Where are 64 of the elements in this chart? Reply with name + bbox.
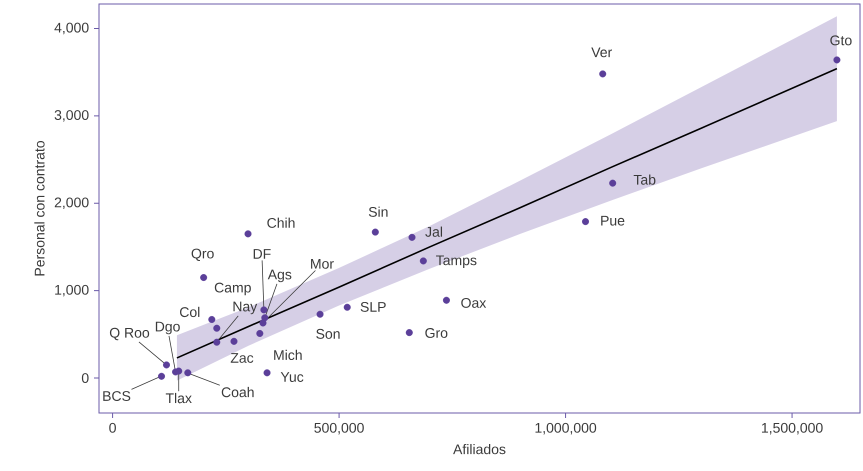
annotation: Coah [222,386,254,398]
point [230,338,238,345]
annotation: Gro [425,328,448,338]
annotation: Jal [425,226,442,237]
point [175,368,182,375]
point [582,218,590,226]
y-axis-title: Personal con contrato [34,141,45,276]
annotation: Tamps [436,255,476,268]
point [200,274,208,282]
annotation: Yuc [280,372,304,382]
annotation: Pue [601,216,624,226]
annotation: BCS [103,391,130,401]
x-tick-label: 1,500,000 [762,422,823,434]
annotation: Dgo [156,322,180,334]
point [599,70,606,78]
annotation: Nay [233,302,258,314]
point [833,56,840,64]
point [213,338,220,346]
annotation: Gto [830,35,852,46]
annotation: Mor [311,259,334,269]
point [609,180,616,187]
point [244,230,252,238]
annotation: Zac [230,353,254,363]
annotation: Ver [591,47,612,58]
x-axis-title: Afiliados [453,444,506,454]
point [184,369,192,376]
annotation: Q Roo [110,328,150,340]
point [213,324,220,332]
y-tick-label: 0 [82,373,89,384]
x-tick-label: 0 [109,422,116,433]
annotation: Sin [368,206,388,217]
point [162,361,170,368]
x-tick-label: 1,000,000 [535,422,596,434]
y-tick-label: 4,000 [54,22,89,34]
annotation: DF [254,249,271,259]
annotation: SLP [360,302,386,312]
point [442,296,450,304]
annotation: Chih [267,218,295,228]
point [420,257,427,264]
annotation: Ags [268,270,292,282]
point [372,228,379,236]
annotation: Son [316,328,340,339]
point [261,314,268,322]
annotation: Qro [192,248,214,262]
y-tick-label: 3,000 [54,110,89,122]
point [260,306,268,314]
annotation: Mich [274,350,302,360]
x-tick-label: 500,000 [314,422,364,434]
annotation: Col [180,306,200,318]
point [256,330,264,337]
point [208,316,216,323]
point [406,329,413,336]
annotation: Oax [461,298,486,308]
annotation: Tlax [166,392,192,404]
point [344,304,351,311]
point [264,369,271,376]
annotation: Tab [634,174,656,185]
y-tick-label: 2,000 [54,197,89,210]
point [259,319,266,326]
point [158,372,166,380]
annotation: Camp [214,282,251,296]
point [316,310,324,318]
point [408,234,416,241]
y-tick-label: 1,000 [55,284,89,296]
